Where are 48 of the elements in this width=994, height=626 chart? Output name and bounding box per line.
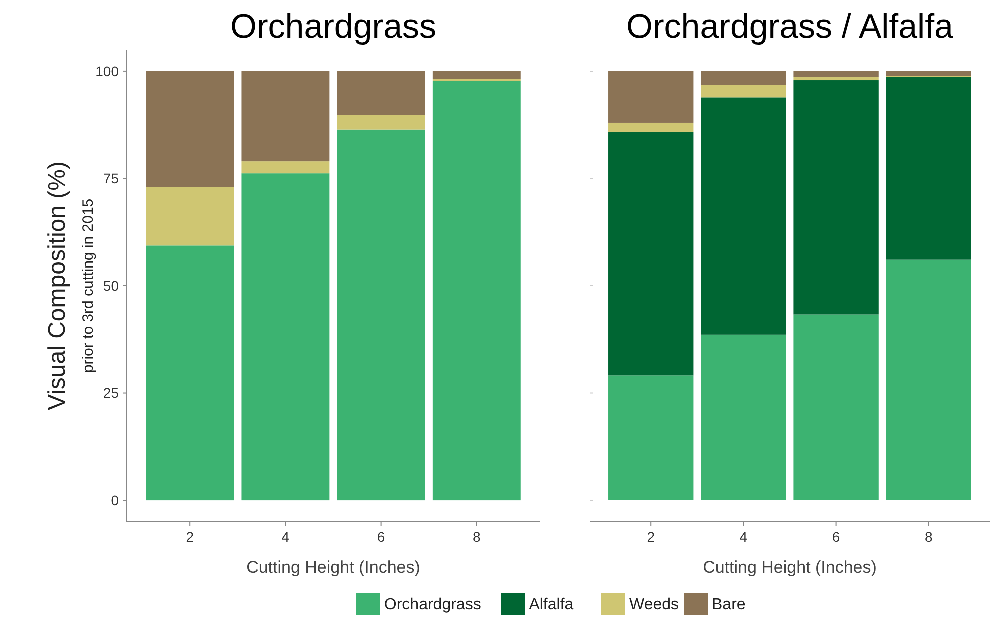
bar bbox=[701, 98, 786, 335]
x-tick-label: 8 bbox=[924, 529, 933, 545]
bar bbox=[432, 81, 521, 501]
y-tick-label: 100 bbox=[96, 63, 120, 80]
bar bbox=[886, 77, 972, 260]
bar bbox=[146, 71, 234, 188]
chart-title: Orchardgrass bbox=[230, 8, 436, 46]
y-tick-label: 25 bbox=[103, 385, 120, 402]
x-tick-label: 2 bbox=[186, 529, 194, 545]
bar bbox=[337, 115, 426, 130]
bar bbox=[608, 122, 694, 132]
x-axis-title: Cutting Height (Inches) bbox=[703, 558, 877, 577]
bar bbox=[608, 376, 694, 500]
bar bbox=[242, 174, 330, 501]
y-tick-label: 50 bbox=[103, 278, 120, 294]
bar bbox=[701, 85, 786, 98]
legend-label: Weeds bbox=[630, 596, 680, 614]
chart-title: Orchardgrass / Alfalfa bbox=[626, 8, 954, 46]
bar bbox=[608, 72, 694, 123]
bar bbox=[886, 72, 972, 76]
bar bbox=[242, 162, 330, 174]
x-tick-label: 4 bbox=[740, 529, 748, 545]
x-tick-label: 8 bbox=[473, 529, 482, 545]
bar bbox=[146, 187, 234, 246]
bar bbox=[146, 246, 234, 501]
bar bbox=[886, 260, 972, 500]
y-axis-title: Visual Composition (%) prior to 3rd cutting in 2015 bbox=[44, 162, 97, 410]
bar bbox=[794, 80, 879, 315]
y-tick-label: 75 bbox=[103, 170, 120, 187]
bar bbox=[794, 314, 879, 500]
bar bbox=[432, 71, 521, 80]
bar bbox=[337, 71, 426, 116]
x-axis-title: Cutting Height (Inches) bbox=[246, 558, 420, 577]
legend-label: Alfalfa bbox=[529, 596, 574, 614]
legend-label: Bare bbox=[712, 596, 746, 614]
x-tick-label: 4 bbox=[282, 529, 290, 545]
x-tick-label: 2 bbox=[647, 529, 656, 545]
bar bbox=[701, 72, 786, 86]
bar bbox=[608, 132, 694, 376]
bar bbox=[701, 334, 786, 500]
bar bbox=[794, 77, 879, 81]
y-tick-label: 0 bbox=[111, 492, 120, 508]
x-tick-label: 6 bbox=[377, 529, 386, 545]
legend-label: Orchardgrass bbox=[384, 596, 482, 614]
x-tick-label: 6 bbox=[832, 529, 840, 545]
bar bbox=[337, 130, 426, 501]
bar bbox=[242, 71, 330, 162]
bar bbox=[794, 72, 879, 78]
